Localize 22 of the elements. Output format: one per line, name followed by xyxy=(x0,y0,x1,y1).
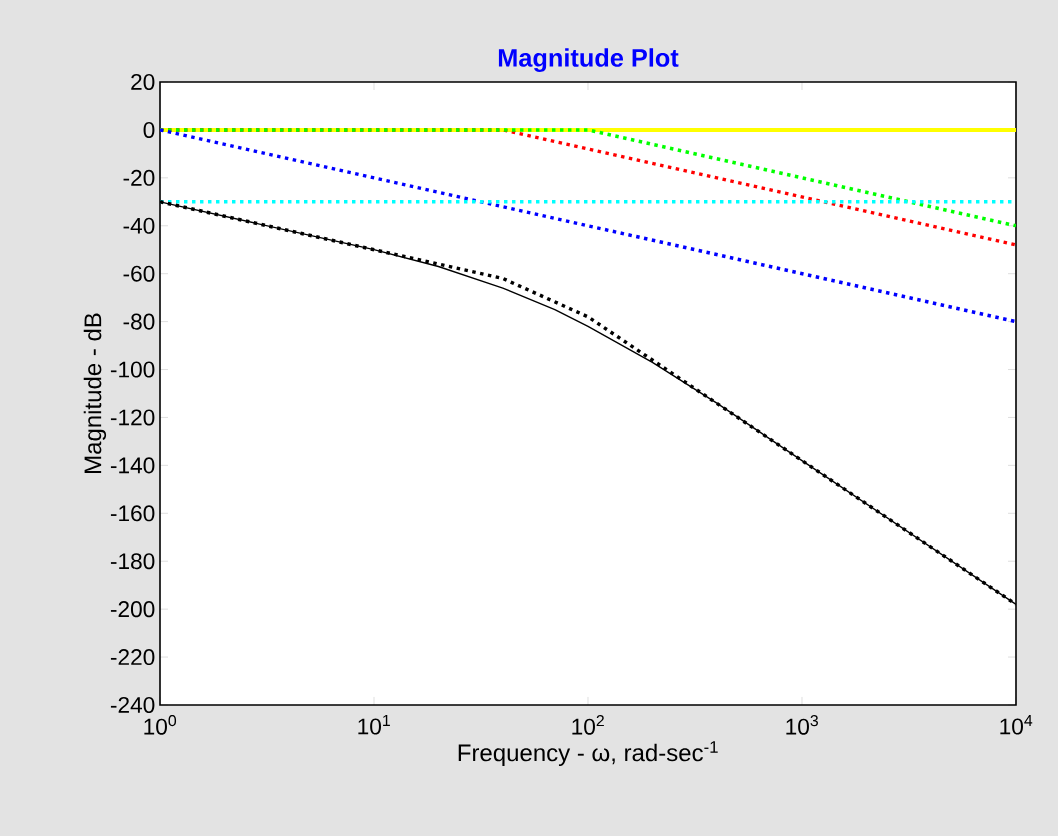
y-tick-label: -220 xyxy=(110,649,155,666)
x-tick-label: 10$^{3}$ xyxy=(786,715,818,735)
x-tick-label: 10$^{1}$ xyxy=(358,715,390,735)
x-axis-title: Frequency - ω, rad-sec$^{-1}$ xyxy=(458,741,718,767)
x-tick-label: 10$^{4}$ xyxy=(1000,715,1033,735)
y-tick-label: -80 xyxy=(123,313,155,330)
y-tick-label: -140 xyxy=(110,457,155,474)
y-tick-label: -200 xyxy=(110,601,155,618)
x-tick-label: 10$^{0}$ xyxy=(144,715,177,735)
y-tick-label: -120 xyxy=(110,409,155,426)
y-tick-label: -20 xyxy=(123,169,155,186)
y-tick-label: -240 xyxy=(110,696,155,714)
y-tick-label: 20 xyxy=(131,73,155,91)
chart-title: Magnitude Plot xyxy=(498,48,679,72)
y-tick-label: -180 xyxy=(110,553,155,570)
y-tick-label: -160 xyxy=(110,505,155,522)
x-tick-label: 10$^{2}$ xyxy=(572,715,604,735)
y-tick-label: -40 xyxy=(123,217,155,234)
y-tick-label: 0 xyxy=(143,121,155,138)
y-axis-title: Magnitude - dB xyxy=(83,313,107,473)
y-tick-label: -60 xyxy=(123,265,155,282)
y-tick-label: -100 xyxy=(110,361,155,378)
